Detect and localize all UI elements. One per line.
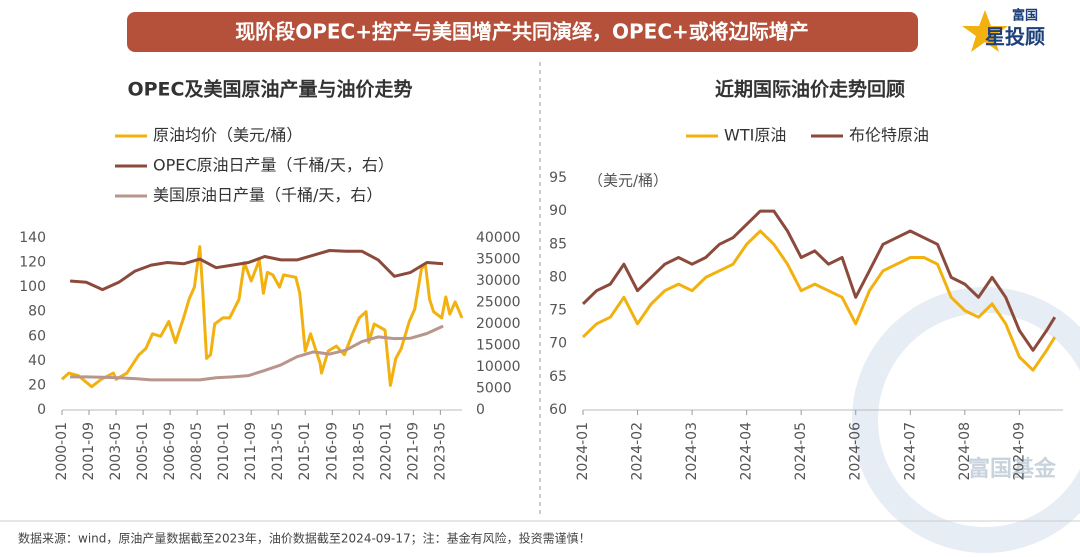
y-tick-label: 70 [549,336,567,352]
x-tick-label: 2024-04 [739,422,755,481]
y-tick-label: 60 [28,328,46,344]
y2-tick-label: 40000 [476,230,521,246]
footnote: 数据来源：wind，原油产量数据截至2023年，油价数据截至2024-09-17… [18,531,591,546]
series-line [70,324,444,382]
x-tick-label: 2024-02 [630,422,646,481]
logo-bottom: 星投顾 [985,25,1045,49]
x-tick-label: 2006-09 [162,422,178,481]
y-axis-label: （美元/桶） [588,172,668,190]
x-tick-label: 2010-01 [216,422,232,481]
y-tick-label: 100 [19,279,46,295]
x-tick-label: 2024-05 [793,422,809,481]
chart-title: OPEC及美国原油产量与油价走势 [127,78,412,101]
x-tick-label: 2003-05 [108,422,124,481]
x-tick-label: 2000-01 [54,422,70,481]
x-tick-label: 2024-03 [684,422,700,481]
series-line [581,229,1057,372]
x-tick-label: 2024-01 [575,422,591,481]
legend-label: OPEC原油日产量（千桶/天，右） [153,156,394,175]
x-tick-label: 2011-09 [243,422,259,481]
y-tick-label: 60 [549,402,567,418]
y-tick-label: 80 [549,269,567,285]
x-tick-label: 2024-07 [902,422,918,481]
y2-tick-label: 5000 [476,381,512,397]
watermark: 富国基金 [968,456,1057,482]
y-tick-label: 85 [549,236,567,252]
banner-title: 现阶段OPEC+控产与美国增产共同演绎，OPEC+或将边际增产 [235,20,809,44]
chart-title: 近期国际油价走势回顾 [715,78,905,101]
y-tick-label: 65 [549,369,567,385]
y-tick-label: 75 [549,303,567,319]
x-tick-label: 2021-09 [405,422,421,481]
y-tick-label: 40 [28,353,46,369]
y-tick-label: 140 [19,230,46,246]
x-tick-label: 2023-05 [432,422,448,481]
x-tick-label: 2024-06 [848,422,864,481]
x-tick-label: 2015-01 [297,422,313,481]
y-tick-label: 80 [28,304,46,320]
y2-tick-label: 20000 [476,316,521,332]
y2-tick-label: 35000 [476,252,521,268]
y-tick-label: 95 [549,170,567,186]
y2-tick-label: 0 [476,402,485,418]
series-line [69,249,444,292]
y2-tick-label: 10000 [476,359,521,375]
series-line [581,209,1057,352]
y-tick-label: 0 [37,402,46,418]
logo-top: 富国 [1012,8,1038,24]
legend-label: 美国原油日产量（千桶/天，右） [153,186,382,205]
x-tick-label: 2018-05 [351,422,367,481]
x-tick-label: 2013-05 [270,422,286,481]
legend-label: 布伦特原油 [849,126,929,145]
x-tick-label: 2020-01 [378,422,394,481]
y2-tick-label: 30000 [476,273,521,289]
x-tick-label: 2024-09 [1011,422,1027,481]
x-tick-label: 2008-05 [189,422,205,481]
y2-tick-label: 25000 [476,295,521,311]
x-tick-label: 2024-08 [957,422,973,481]
legend-label: 原油均价（美元/桶） [153,126,302,145]
x-tick-label: 2016-09 [324,422,340,481]
y-tick-label: 20 [28,377,46,393]
x-tick-label: 2005-01 [135,422,151,481]
watermark-ring [852,287,1080,553]
banner [127,12,918,52]
x-tick-label: 2001-09 [81,422,97,481]
legend-label: WTI原油 [724,126,786,145]
y-tick-label: 120 [19,255,46,271]
series-line [60,245,464,389]
y2-tick-label: 15000 [476,338,521,354]
logo-star [962,10,1008,52]
y-tick-label: 90 [549,203,567,219]
